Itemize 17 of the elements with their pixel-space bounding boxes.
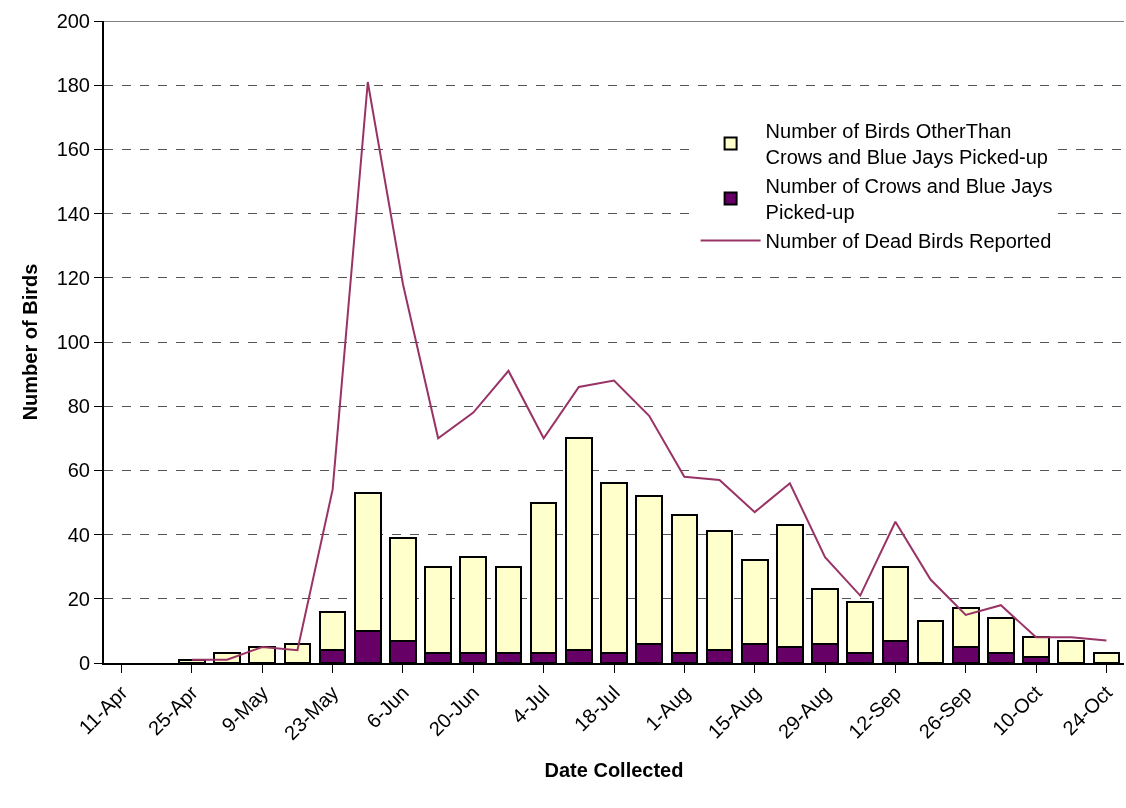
y-tick-label: 20 xyxy=(67,587,90,610)
x-axis-title: Date Collected xyxy=(544,759,684,782)
y-axis-title: Number of Birds xyxy=(18,263,41,421)
y-tick-label: 140 xyxy=(56,202,90,225)
y-tick-label: 100 xyxy=(56,331,90,353)
y-tick-label: 180 xyxy=(56,74,90,97)
legend-label: Number of Birds OtherThan Crows and Blue Jays Picked-up xyxy=(765,120,1048,169)
y-tick-label: 200 xyxy=(56,10,90,32)
y-tick-label: 60 xyxy=(67,459,90,482)
y-tick-label: 80 xyxy=(67,395,90,418)
line-series xyxy=(190,80,1108,661)
y-tick-label: 120 xyxy=(56,266,90,289)
legend-label: Number of Crows and Blue Jays Picked-up xyxy=(765,175,1053,224)
y-tick-label: 0 xyxy=(78,652,90,674)
y-tick-label: 160 xyxy=(56,138,90,161)
legend-label: Number of Dead Birds Reported xyxy=(765,230,1052,253)
y-tick-label: 40 xyxy=(67,523,90,546)
